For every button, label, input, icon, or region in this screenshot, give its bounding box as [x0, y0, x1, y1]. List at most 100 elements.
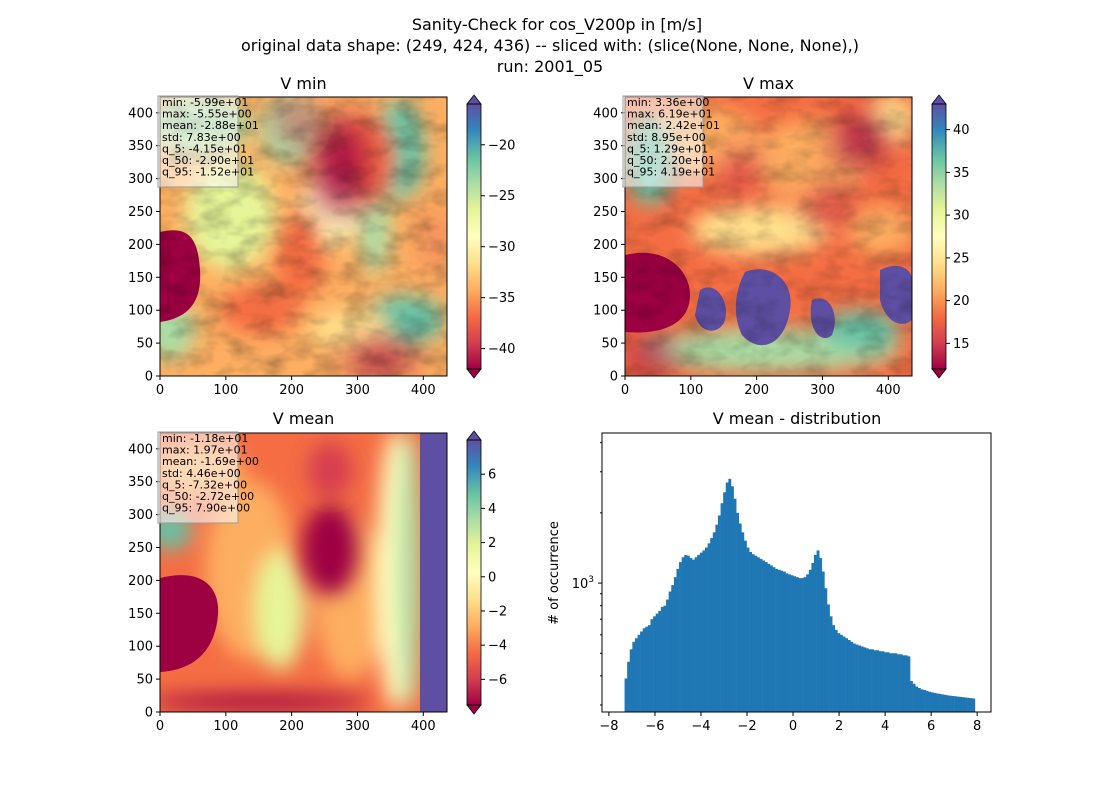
histogram-bar [795, 577, 799, 712]
colorbar-frame [466, 103, 482, 370]
histogram-bar [658, 610, 662, 712]
y-tick-label: 100 [128, 640, 153, 655]
colorbar-tick-label: 35 [953, 166, 970, 181]
histogram-bar [686, 555, 690, 712]
histogram-bar [629, 649, 633, 712]
histogram-bar [717, 515, 721, 712]
x-tick-label: 400 [411, 719, 436, 734]
histogram-bar [917, 687, 921, 712]
stats-line: q_95: 7.90e+00 [162, 502, 250, 515]
y-tick-label: 0 [610, 370, 618, 385]
colorbar-extend-max [466, 94, 482, 105]
histogram-bar [876, 650, 880, 712]
stats-line: q_95: -1.52e+01 [162, 166, 254, 179]
x-tick-label: −4 [691, 719, 710, 734]
x-tick-label: 300 [810, 383, 835, 398]
histogram-bar [842, 636, 846, 712]
histogram-bar [777, 569, 781, 712]
stats-line: max: 6.19e+01 [627, 108, 713, 121]
histogram-bar [954, 696, 958, 712]
y-tick-label: 0 [145, 370, 153, 385]
stats-line: mean: 2.42e+01 [627, 119, 720, 132]
histogram-bar [912, 683, 916, 712]
y-tick-label: 400 [128, 442, 153, 457]
x-tick-label: 400 [876, 383, 901, 398]
histogram-bar [775, 568, 778, 712]
histogram-bar [951, 695, 955, 712]
y-tick-label: 50 [136, 337, 153, 352]
histogram-bar [730, 486, 734, 712]
histogram-bars [624, 478, 976, 712]
histogram-bar [736, 512, 740, 712]
histogram-bar [764, 562, 768, 712]
histogram-bar [738, 523, 742, 712]
histogram-bar [858, 645, 862, 712]
y-tick-label: 300 [593, 172, 618, 187]
colorbar-tick-label: −40 [488, 342, 515, 357]
histogram-bar [837, 633, 841, 712]
y-tick-label: 50 [136, 673, 153, 688]
colorbar-gradient [467, 104, 481, 369]
x-tick-label: 8 [973, 719, 981, 734]
histogram-bar [834, 629, 838, 712]
colorbar-tick-label: −2 [488, 604, 507, 619]
colorbar-tick-label: −25 [488, 189, 515, 204]
x-tick-label: 4 [881, 719, 889, 734]
histogram-bar [634, 638, 638, 712]
histogram-bar [725, 482, 729, 712]
vmin-panel: V min [128, 74, 515, 398]
histogram-bar [632, 641, 636, 712]
histogram-bar [946, 695, 950, 712]
histogram-bar [798, 578, 802, 712]
colorbar-frame [931, 103, 947, 370]
histogram-bar [759, 558, 763, 712]
y-tick-label: 100 [128, 304, 153, 319]
vmax-title: V max [743, 74, 794, 93]
histogram-bar [692, 559, 695, 712]
histogram-bar [967, 697, 970, 712]
x-tick-label: 100 [678, 383, 703, 398]
stats-line: std: 7.83e+00 [162, 131, 241, 144]
x-tick-label: 300 [345, 383, 370, 398]
histogram-bar [915, 686, 919, 712]
histogram-bar [650, 619, 654, 712]
y-tick-label: 200 [128, 574, 153, 589]
histogram-bar [902, 655, 906, 712]
histogram-bar [824, 588, 828, 712]
histogram-bar [819, 558, 823, 712]
histogram-bar [710, 538, 714, 712]
histogram-bar [756, 557, 760, 712]
histogram-bar [642, 628, 646, 712]
histogram-bar [956, 696, 960, 712]
histogram-bar [673, 577, 677, 712]
histogram-bar [663, 605, 667, 712]
histogram-bar [933, 692, 937, 712]
vmean-distribution-panel: V mean - distribution −8 −6 −4 −2 0 2 4 6 8 103 #… [547, 409, 992, 734]
histogram-bar [829, 616, 833, 712]
histogram-bar [749, 551, 753, 712]
histogram-bar [899, 654, 903, 712]
x-tick-label: 6 [927, 719, 935, 734]
stats-line: std: 4.46e+00 [162, 467, 241, 480]
histogram-bar [972, 698, 976, 712]
histogram-bar [930, 692, 934, 712]
histogram-bar [637, 634, 641, 712]
x-tick-label: −2 [737, 719, 756, 734]
distribution-title: V mean - distribution [713, 409, 882, 428]
histogram-bar [961, 697, 965, 712]
histogram-bar [653, 616, 656, 712]
vmean-axes: 0 100 200 300 400 0 50 100 150 200 250 300 350 400 [128, 442, 436, 734]
histogram-ylabel: # of occurrence [547, 521, 562, 625]
stats-line: min: -5.99e+01 [162, 96, 248, 109]
stats-line: min: -1.18e+01 [162, 432, 248, 445]
histogram-bar [702, 550, 706, 712]
histogram-bar [806, 574, 810, 712]
histogram-bar [733, 498, 737, 712]
colorbar-tick-label: 20 [953, 294, 970, 309]
histogram-bar [925, 690, 929, 712]
histogram-bar [655, 613, 659, 712]
histogram-bar [762, 560, 765, 712]
x-tick-label: 0 [156, 383, 164, 398]
histogram-bar [948, 695, 952, 712]
